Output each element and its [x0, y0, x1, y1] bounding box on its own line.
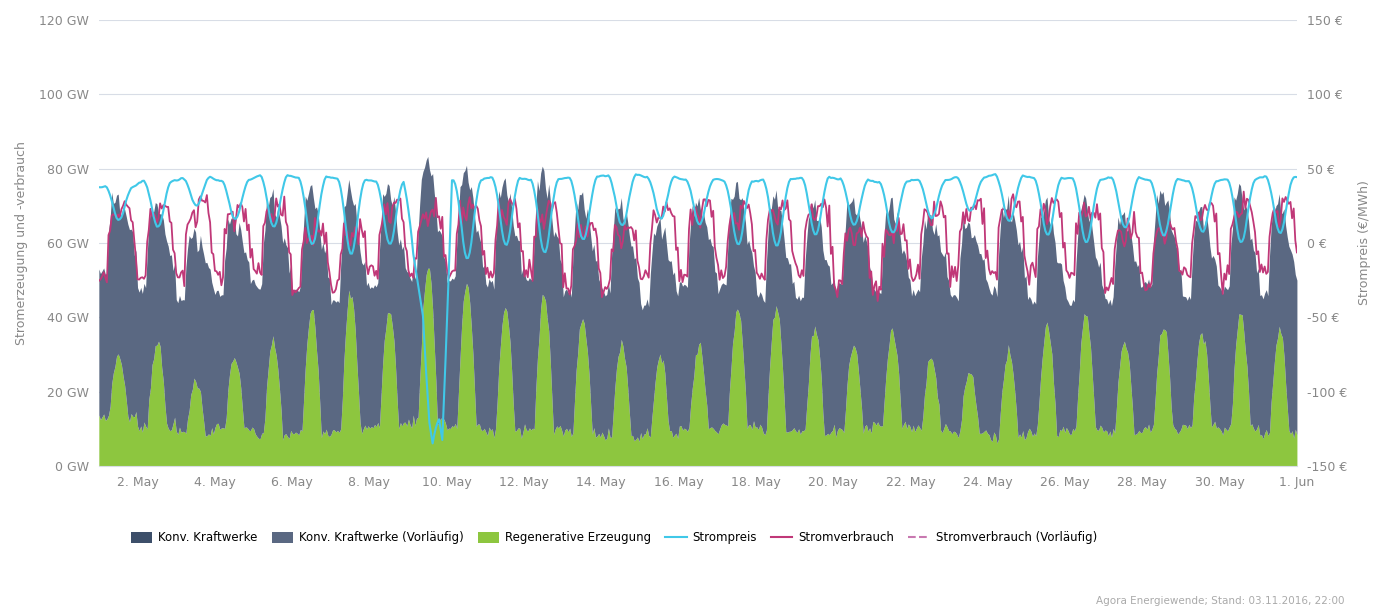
Y-axis label: Strompreis (€/MWh): Strompreis (€/MWh): [1358, 181, 1371, 305]
Legend: Konv. Kraftwerke, Konv. Kraftwerke (Vorläufig), Regenerative Erzeugung, Strompre: Konv. Kraftwerke, Konv. Kraftwerke (Vorl…: [126, 527, 1102, 549]
Text: Agora Energiewende; Stand: 03.11.2016, 22:00: Agora Energiewende; Stand: 03.11.2016, 2…: [1096, 596, 1344, 606]
Y-axis label: Stromerzeugung und -verbrauch: Stromerzeugung und -verbrauch: [15, 141, 28, 345]
